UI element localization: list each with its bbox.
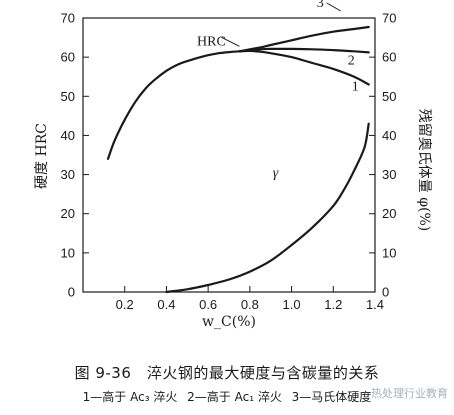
figure-caption-title: 图 9-36 淬火钢的最大硬度与含碳量的关系 [74,364,380,382]
x-axis-title: w_C(%) [202,314,256,330]
plot-frame [82,17,376,293]
y-right-tick-label: 20 [382,206,396,221]
series-line-1 [106,50,241,160]
y-right-tick-label: 10 [382,245,396,260]
series-label-4: 3 [317,0,324,11]
y-left-tick-label: 40 [61,128,75,143]
series-line-3 [238,47,370,54]
series-label-5: γ [273,166,279,181]
y-right-tick-label: 0 [382,285,389,300]
y-left-tick-label: 20 [61,206,75,221]
series-label-1: HRC [197,34,226,49]
y-left-tick-label: 50 [61,89,75,104]
series-label-leader [326,2,341,12]
y-left-tick-label: 70 [61,11,75,26]
watermark-text: 热处理行业教育 [371,387,448,400]
legend-item-3: 3—马氏体硬度 [291,390,372,404]
y-right-tick-label: 30 [382,167,396,182]
legend-item-2: 2—高于 Ac₁ 淬火 [187,390,282,404]
series-line-5 [165,122,370,294]
svg-text:残留奥氏体量 φ(%): 残留奥氏体量 φ(%) [416,109,433,231]
ticks-layer: 0.2 0.4 0.6 0.8 1.0 1.2 1.40102030405060700102… [61,11,397,313]
x-tick-label: 1.2 [324,297,342,312]
series-label-3: 2 [348,53,355,68]
x-tick-label: 0.4 [157,297,175,312]
x-tick-label: 0.8 [241,297,259,312]
figure-caption-legend: 1—高于 Ac₃ 淬火 2—高于 Ac₁ 淬火 3—马氏体硬度 [0,388,454,405]
x-tick-label: 0.2 [116,297,134,312]
x-tick-label: 1.0 [283,297,301,312]
y-left-tick-label: 30 [61,167,75,182]
y-right-tick-label: 40 [382,128,396,143]
y-right-tick-label: 50 [382,89,396,104]
series-label-2: 1 [352,80,359,95]
y-left-tick-label: 0 [68,285,75,300]
x-tick-label: 0.6 [199,297,217,312]
legend-item-1: 1—高于 Ac₃ 淬火 [82,390,178,404]
y-right-tick-label: 60 [382,50,396,65]
series-layer: HRC 1 2 3 γ [106,0,370,294]
y-axis-left-title: 硬度 HRC [34,123,50,189]
svg-text:硬度 HRC: 硬度 HRC [34,123,50,189]
x-tick-label: 1.4 [366,297,384,312]
series-label-leader [221,36,240,47]
y-left-tick-label: 10 [61,245,75,260]
chart: 0.2 0.4 0.6 0.8 1.0 1.2 1.40102030405060700102… [34,0,433,330]
y-right-tick-label: 70 [382,11,396,26]
series-line-4 [238,25,370,53]
y-left-tick-label: 60 [61,50,75,65]
y-axis-right-title: 残留奥氏体量 φ(%) [416,109,433,231]
